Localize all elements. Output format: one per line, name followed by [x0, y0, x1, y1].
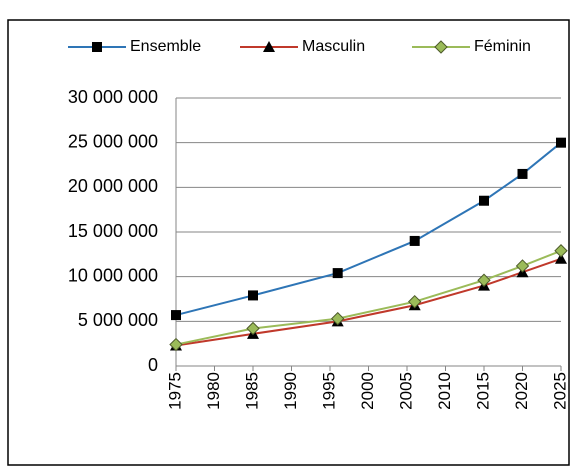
- y-tick-label: 20 000 000: [68, 176, 158, 196]
- x-tick-label: 1990: [281, 372, 300, 410]
- marker: [246, 321, 260, 336]
- marker: [477, 273, 491, 287]
- y-tick-label: 10 000 000: [68, 265, 158, 285]
- marker: [515, 259, 530, 273]
- marker: [330, 311, 345, 326]
- x-tick-label: 2010: [435, 372, 454, 410]
- legend-label: Masculin: [302, 38, 365, 55]
- legend-label: Féminin: [474, 38, 531, 55]
- marker: [434, 40, 448, 54]
- x-tick-label: 1975: [165, 372, 184, 410]
- marker: [332, 268, 343, 279]
- y-tick-label: 30 000 000: [68, 87, 158, 107]
- marker: [554, 244, 568, 258]
- marker: [263, 41, 275, 52]
- marker: [479, 195, 489, 206]
- x-tick-label: 1995: [319, 372, 338, 410]
- x-tick-label: 2000: [358, 372, 377, 410]
- marker: [556, 137, 566, 148]
- y-tick-label: 0: [148, 355, 158, 375]
- x-tick-label: 2015: [473, 372, 492, 410]
- x-tick-label: 1985: [242, 372, 261, 410]
- marker: [409, 235, 420, 246]
- marker: [169, 337, 183, 352]
- legend-label: Ensemble: [130, 38, 201, 55]
- chart-frame: [7, 19, 570, 466]
- y-tick-label: 15 000 000: [68, 221, 158, 241]
- marker: [555, 252, 567, 264]
- marker: [171, 310, 181, 321]
- x-tick-label: 2005: [396, 372, 415, 410]
- marker: [92, 42, 102, 52]
- y-tick-label: 25 000 000: [68, 131, 158, 151]
- x-tick-label: 2025: [550, 372, 569, 410]
- marker: [407, 294, 422, 309]
- x-tick-label: 1980: [204, 372, 223, 410]
- y-tick-label: 5 000 000: [78, 310, 158, 330]
- x-tick-label: 2020: [512, 372, 531, 410]
- marker: [517, 168, 528, 179]
- marker: [248, 290, 258, 301]
